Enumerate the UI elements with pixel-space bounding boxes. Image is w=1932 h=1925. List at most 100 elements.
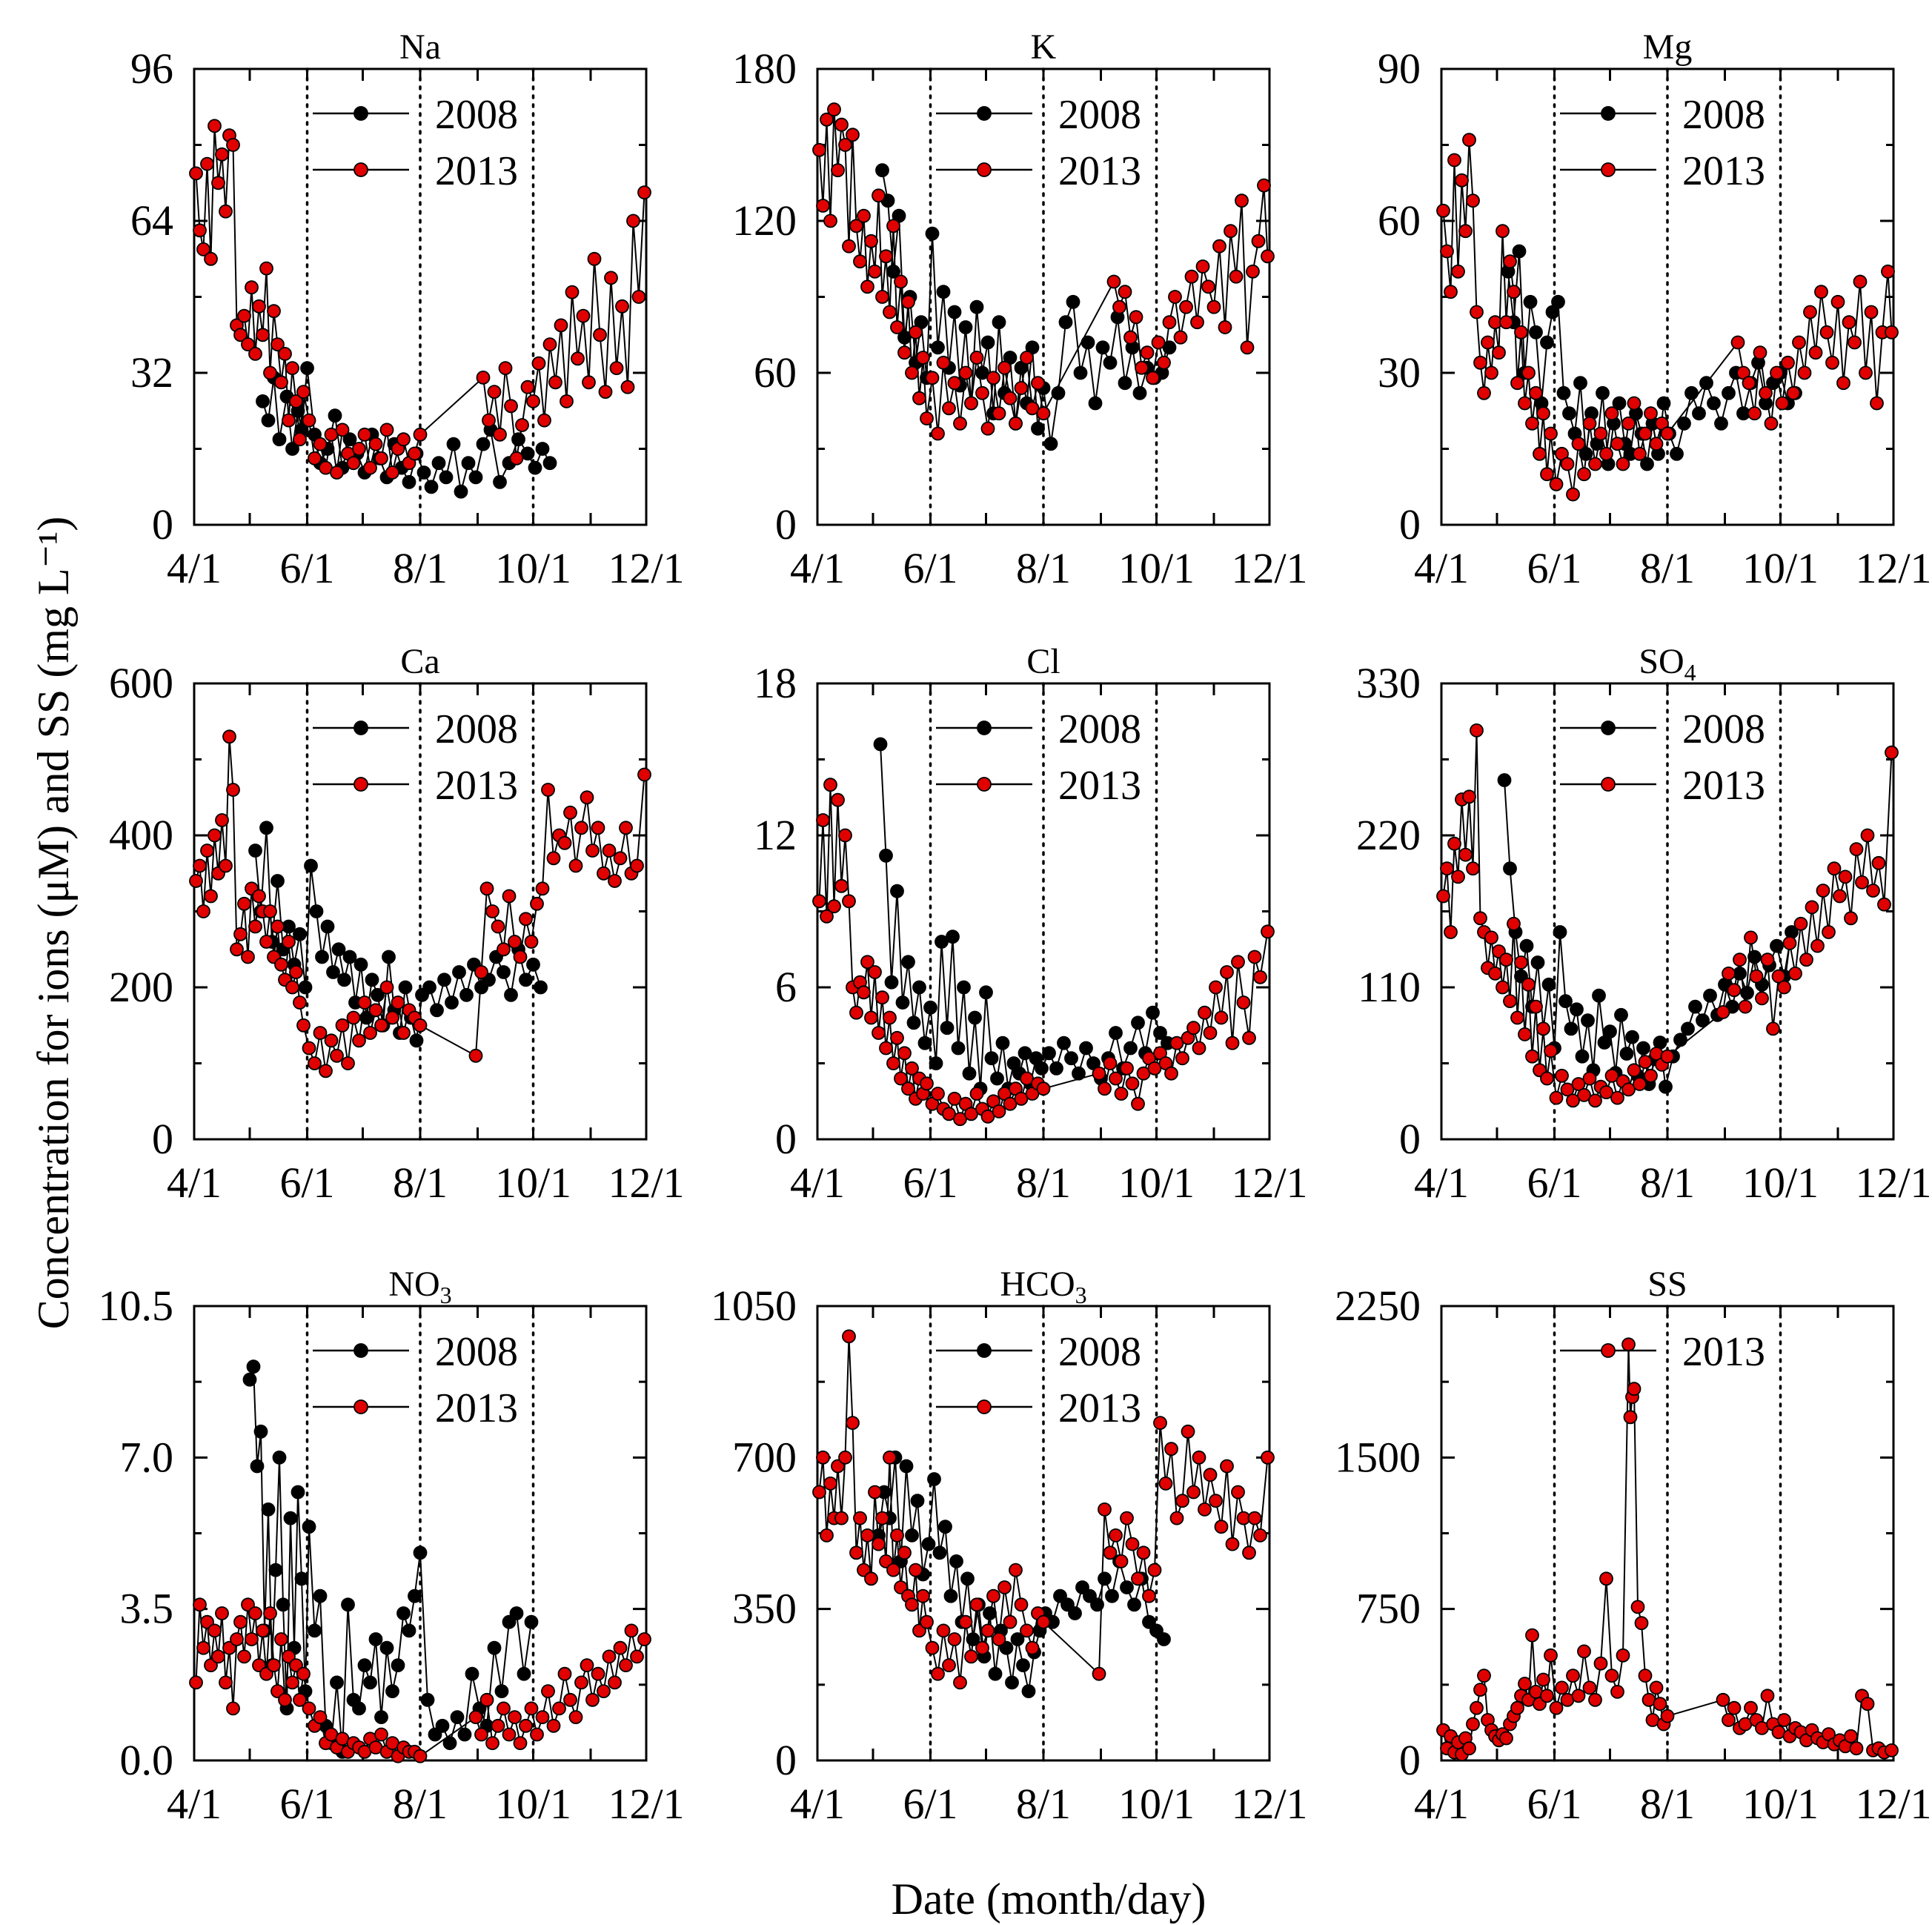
data-point-2013 bbox=[1153, 1416, 1167, 1430]
data-point-2008 bbox=[528, 460, 542, 475]
data-point-2013 bbox=[1206, 299, 1221, 314]
data-point-2008 bbox=[940, 1021, 955, 1036]
data-point-2013 bbox=[1025, 1640, 1040, 1655]
legend-entry-2013: 2013 bbox=[936, 148, 1141, 194]
legend-label: 2013 bbox=[1058, 763, 1141, 809]
data-point-2013 bbox=[1507, 916, 1521, 931]
data-point-2013 bbox=[1214, 1520, 1229, 1534]
data-point-2008 bbox=[250, 1459, 265, 1474]
data-point-2013 bbox=[905, 365, 919, 380]
data-point-2013 bbox=[1797, 365, 1812, 380]
data-point-2013 bbox=[909, 1563, 923, 1577]
data-point-2013 bbox=[374, 1727, 388, 1742]
data-point-2013 bbox=[1120, 1061, 1134, 1076]
data-point-2013 bbox=[204, 251, 218, 266]
y-tick-label: 10.5 bbox=[99, 1282, 174, 1330]
x-tick-label: 12/1 bbox=[608, 1159, 684, 1207]
data-point-2008 bbox=[246, 1359, 261, 1374]
data-point-2013 bbox=[1003, 391, 1018, 405]
data-point-2008 bbox=[468, 470, 483, 485]
data-point-2013 bbox=[1103, 1056, 1118, 1070]
data-point-2013 bbox=[1634, 1616, 1649, 1631]
data-point-2013 bbox=[237, 308, 251, 323]
data-point-2013 bbox=[1819, 325, 1834, 339]
x-tick-label: 6/1 bbox=[279, 544, 334, 592]
data-point-2008 bbox=[927, 1472, 941, 1486]
data-point-2008 bbox=[873, 737, 888, 752]
data-point-2008 bbox=[1530, 955, 1545, 970]
legend-label: 2008 bbox=[1058, 1329, 1141, 1375]
data-point-2008 bbox=[283, 1511, 298, 1525]
data-point-2013 bbox=[1470, 305, 1484, 319]
data-point-2008 bbox=[368, 1632, 383, 1646]
data-point-2013 bbox=[1198, 1502, 1212, 1517]
data-point-2008 bbox=[901, 955, 915, 970]
data-point-2013 bbox=[1466, 1717, 1480, 1732]
data-point-2013 bbox=[1588, 1093, 1602, 1108]
data-point-2013 bbox=[313, 1710, 328, 1725]
legend-entry-2013: 2013 bbox=[313, 1385, 518, 1431]
data-point-2013 bbox=[897, 1046, 912, 1061]
legend-label: 2013 bbox=[1058, 148, 1141, 194]
data-point-2008 bbox=[1612, 396, 1627, 411]
data-point-2013 bbox=[1451, 264, 1465, 279]
data-point-2013 bbox=[1125, 1537, 1140, 1551]
y-tick-label: 0 bbox=[775, 1736, 797, 1784]
data-point-2013 bbox=[293, 1692, 307, 1707]
y-tick-label: 96 bbox=[130, 44, 173, 93]
data-point-2013 bbox=[1571, 1689, 1586, 1703]
data-point-2013 bbox=[1744, 1700, 1758, 1715]
data-point-2013 bbox=[1560, 1082, 1575, 1097]
x-tick-label: 10/1 bbox=[1742, 1780, 1819, 1828]
data-point-2013 bbox=[1484, 365, 1498, 380]
data-point-2008 bbox=[259, 821, 273, 835]
data-point-2013 bbox=[1009, 416, 1023, 431]
data-point-2013 bbox=[535, 881, 550, 896]
data-point-2013 bbox=[587, 251, 602, 266]
data-point-2013 bbox=[1503, 994, 1517, 1008]
y-tick-label: 0 bbox=[775, 500, 797, 549]
data-point-2008 bbox=[884, 975, 899, 990]
x-tick-label: 8/1 bbox=[1640, 544, 1695, 592]
data-point-2013 bbox=[1786, 385, 1801, 400]
data-point-2013 bbox=[1604, 406, 1619, 421]
data-point-2008 bbox=[1127, 1597, 1141, 1612]
data-point-2008 bbox=[1529, 325, 1543, 339]
data-point-2013 bbox=[608, 1675, 622, 1690]
data-point-2008 bbox=[947, 305, 962, 319]
data-point-2013 bbox=[1860, 1697, 1875, 1712]
data-point-2008 bbox=[1770, 938, 1784, 953]
data-point-2013 bbox=[1499, 1731, 1513, 1746]
data-point-2013 bbox=[992, 1104, 1006, 1119]
x-tick-label: 10/1 bbox=[495, 544, 571, 592]
data-point-2013 bbox=[1525, 1628, 1539, 1643]
data-point-2013 bbox=[1529, 999, 1543, 1014]
data-point-2013 bbox=[1184, 269, 1199, 284]
data-point-2008 bbox=[465, 1666, 479, 1681]
data-point-2013 bbox=[1192, 1450, 1206, 1465]
y-tick-label: 0 bbox=[775, 1115, 797, 1163]
x-tick-label: 10/1 bbox=[1118, 1159, 1195, 1207]
data-point-2013 bbox=[1195, 259, 1210, 274]
data-point-2008 bbox=[1619, 1047, 1634, 1061]
data-point-2013 bbox=[1881, 264, 1895, 279]
data-point-2008 bbox=[1551, 294, 1565, 309]
data-point-2013 bbox=[1251, 233, 1266, 248]
data-point-2013 bbox=[1814, 285, 1828, 299]
x-tick-label: 4/1 bbox=[1414, 544, 1469, 592]
data-point-2013 bbox=[1759, 385, 1773, 400]
data-point-2013 bbox=[1744, 930, 1758, 945]
data-point-2013 bbox=[1157, 355, 1171, 370]
data-point-2008 bbox=[1060, 1597, 1075, 1612]
data-point-2013 bbox=[385, 1010, 399, 1025]
data-point-2008 bbox=[1575, 1049, 1590, 1064]
data-point-2013 bbox=[241, 1597, 255, 1612]
data-point-2013 bbox=[820, 112, 834, 127]
panel-title-subscript: 3 bbox=[440, 1282, 452, 1308]
legend-entry-2008: 2008 bbox=[1560, 92, 1765, 138]
data-point-2013 bbox=[857, 1563, 871, 1577]
data-point-2013 bbox=[1470, 723, 1484, 738]
data-point-2013 bbox=[313, 1026, 328, 1040]
data-point-2013 bbox=[1481, 335, 1495, 350]
